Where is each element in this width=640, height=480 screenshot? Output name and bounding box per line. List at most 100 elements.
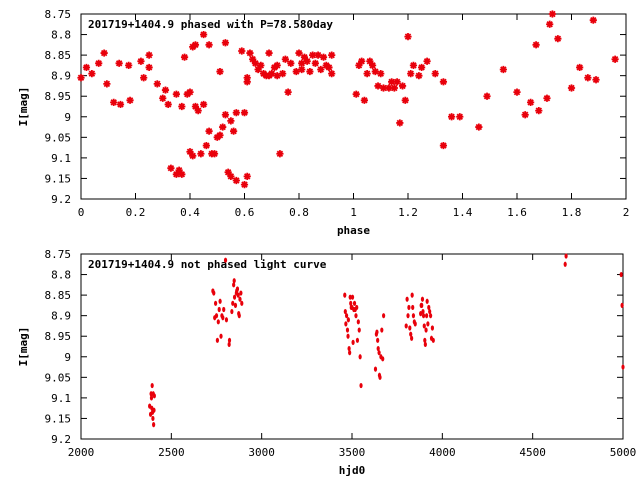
data-point [349,300,353,306]
x-tick-label: 2500 [158,446,185,459]
y-tick-label: 8.75 [45,8,72,21]
data-point [428,313,433,319]
data-point [125,61,133,69]
data-point [82,63,91,72]
data-point [374,82,382,90]
data-point [221,111,230,119]
data-point [535,107,543,115]
data-point [407,304,411,311]
y-axis-label: I[mag] [17,87,30,127]
data-point [404,323,408,329]
data-series [148,253,625,428]
data-point [355,61,363,69]
data-point [352,90,360,98]
data-point [145,63,153,72]
data-point [222,306,226,313]
data-point [319,53,328,61]
data-point [410,292,414,298]
data-point [548,10,557,18]
data-point [415,72,423,80]
data-point [343,292,347,298]
data-point [621,364,625,370]
data-point [210,150,219,158]
data-point [221,315,225,321]
data-point [219,123,227,131]
y-tick-label: 8.85 [45,49,72,62]
data-point [218,298,222,304]
y-tick-label: 8.8 [51,29,71,42]
data-point [513,88,521,96]
data-point [347,345,351,352]
data-point [355,304,359,311]
data-point [232,109,240,117]
data-point [197,150,205,158]
data-point [592,76,600,84]
data-point [233,302,238,308]
data-point [357,327,361,333]
data-point [348,350,352,356]
data-point [373,366,378,372]
data-point [356,319,360,325]
data-point [240,300,244,306]
data-point [152,393,156,399]
data-point [219,333,223,339]
data-point [227,117,235,125]
data-point [172,90,180,98]
data-point [543,94,551,102]
data-point [527,98,535,106]
data-point [243,74,251,82]
data-point [194,107,202,115]
data-point [249,55,257,63]
y-tick-label: 8.9 [51,70,71,83]
data-point [186,88,194,96]
data-point [232,176,240,185]
data-point [232,282,236,288]
data-point [325,63,333,72]
data-point [418,63,426,72]
data-point [425,313,429,319]
data-point [200,30,208,39]
data-point [385,84,393,92]
data-point [378,374,382,380]
data-point [554,35,562,43]
data-point [393,78,401,86]
data-point [167,164,175,172]
data-point [191,102,200,111]
data-point [421,313,426,319]
y-tick-label: 9.05 [45,131,72,144]
x-tick-label: 1 [350,206,357,219]
data-point [425,298,429,304]
data-point [243,78,251,86]
x-tick-label: 1.2 [398,206,418,219]
data-point [368,61,377,69]
data-point [410,335,414,341]
data-point [350,294,355,300]
data-point [175,166,183,174]
data-point [292,67,300,76]
data-point [246,49,254,57]
y-tick-label: 9.1 [51,392,71,405]
data-point [159,94,167,102]
data-point [152,407,156,413]
data-point [145,51,153,59]
data-point [200,100,208,109]
data-point [116,100,125,109]
data-point [221,39,230,47]
data-point [161,86,170,94]
data-point [483,92,491,100]
x-tick-label: 1.6 [507,206,527,219]
data-point [298,65,306,74]
x-tick-label: 4500 [519,446,546,459]
data-point [150,382,154,389]
data-point [377,70,385,78]
data-point [426,321,430,327]
data-point [343,308,347,315]
data-point [287,59,295,67]
data-point [567,84,576,92]
chart-title: 201719+1404.9 phased with P=78.580day [88,18,333,31]
data-point [346,317,350,323]
data-point [231,300,235,306]
data-point [375,329,379,335]
data-point [140,74,148,82]
